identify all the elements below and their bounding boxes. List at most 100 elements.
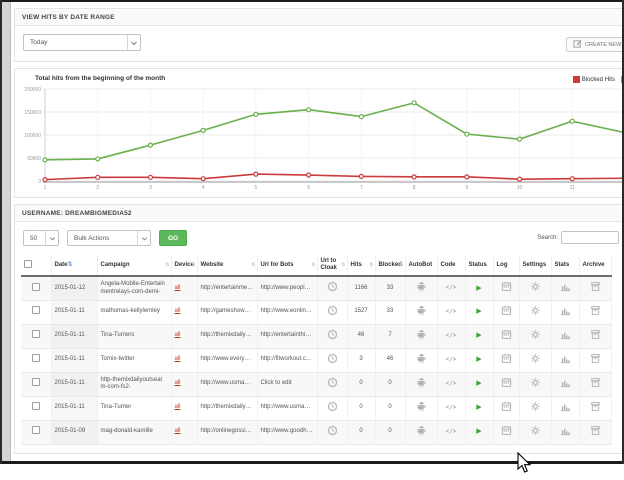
archive-box-icon[interactable] xyxy=(590,281,601,292)
gear-icon[interactable] xyxy=(530,305,541,316)
select-all-checkbox[interactable] xyxy=(24,259,32,268)
play-icon[interactable]: ▶ xyxy=(476,308,482,316)
gear-icon[interactable] xyxy=(530,329,541,340)
calendar-icon[interactable] xyxy=(501,305,512,316)
column-header-url-to-cloak[interactable]: Url to Cloak xyxy=(317,255,348,278)
row-checkbox[interactable] xyxy=(31,402,40,411)
archive-box-icon[interactable] xyxy=(590,353,601,364)
calendar-icon[interactable] xyxy=(501,329,512,340)
archive-box-icon[interactable] xyxy=(590,305,601,316)
device-link[interactable]: all xyxy=(174,428,181,435)
column-header-device[interactable]: Device xyxy=(171,255,198,278)
android-robot-icon[interactable] xyxy=(416,353,427,364)
play-icon[interactable]: ▶ xyxy=(476,284,482,292)
clock-icon[interactable] xyxy=(327,377,338,388)
code-brackets-icon[interactable]: </> xyxy=(445,379,457,387)
code-brackets-icon[interactable]: </> xyxy=(445,427,457,435)
gear-icon[interactable] xyxy=(530,401,541,412)
android-robot-icon[interactable] xyxy=(416,401,427,412)
code-brackets-icon[interactable]: </> xyxy=(445,355,457,363)
android-robot-icon[interactable] xyxy=(416,425,427,436)
calendar-icon[interactable] xyxy=(501,425,512,436)
row-checkbox[interactable] xyxy=(31,378,40,387)
calendar-icon[interactable] xyxy=(501,353,512,364)
url-for-bots-link[interactable]: http://www.people.com/ar... xyxy=(257,276,318,301)
calendar-icon[interactable] xyxy=(501,401,512,412)
url-for-bots-link[interactable]: http://www.goodhouseke... xyxy=(257,420,318,445)
play-icon[interactable]: ▶ xyxy=(476,380,482,388)
url-for-bots-link[interactable]: http://www.eonline.com/n... xyxy=(257,300,318,325)
play-icon[interactable]: ▶ xyxy=(476,428,482,436)
calendar-icon[interactable] xyxy=(501,281,512,292)
play-icon[interactable]: ▶ xyxy=(476,356,482,364)
website-link[interactable]: http://www.everydayfitnes... xyxy=(197,348,258,373)
play-icon[interactable]: ▶ xyxy=(476,404,482,412)
android-robot-icon[interactable] xyxy=(416,305,427,316)
device-link[interactable]: all xyxy=(174,332,181,339)
bulk-actions-select[interactable]: Bulk Actions xyxy=(67,230,151,246)
row-checkbox[interactable] xyxy=(31,354,40,363)
column-header-date[interactable]: Date xyxy=(51,255,98,278)
device-link[interactable]: all xyxy=(174,380,181,387)
device-link[interactable]: all xyxy=(174,284,181,291)
calendar-icon[interactable] xyxy=(501,377,512,388)
device-link[interactable]: all xyxy=(174,308,181,315)
row-checkbox[interactable] xyxy=(31,306,40,315)
gear-icon[interactable] xyxy=(530,377,541,388)
column-header-website[interactable]: Website xyxy=(197,255,258,278)
bar-chart-icon[interactable] xyxy=(560,353,571,364)
bar-chart-icon[interactable] xyxy=(560,329,571,340)
clock-icon[interactable] xyxy=(327,305,338,316)
device-link[interactable]: all xyxy=(174,356,181,363)
website-link[interactable]: http://themixdailyoutser... xyxy=(197,396,258,421)
row-checkbox[interactable] xyxy=(31,426,40,435)
url-for-bots-link[interactable]: http://fitworkout.com/ xyxy=(257,348,318,373)
website-link[interactable]: http://www.usmagazine.c... xyxy=(197,372,258,397)
android-robot-icon[interactable] xyxy=(416,329,427,340)
url-for-bots-link[interactable]: Click to edit xyxy=(257,372,318,397)
archive-box-icon[interactable] xyxy=(590,377,601,388)
create-campaign-button[interactable]: CREATE NEW CAMPAIGN xyxy=(566,37,624,52)
clock-icon[interactable] xyxy=(327,401,338,412)
gear-icon[interactable] xyxy=(530,353,541,364)
gear-icon[interactable] xyxy=(530,281,541,292)
website-link[interactable]: http://gameshownews.net xyxy=(197,300,258,325)
bar-chart-icon[interactable] xyxy=(560,425,571,436)
clock-icon[interactable] xyxy=(327,329,338,340)
row-blocked: 33 xyxy=(375,300,406,325)
column-header-hits[interactable]: Hits xyxy=(347,255,376,278)
search-input[interactable] xyxy=(561,231,619,244)
android-robot-icon[interactable] xyxy=(416,281,427,292)
clock-icon[interactable] xyxy=(327,353,338,364)
android-robot-icon[interactable] xyxy=(416,377,427,388)
code-brackets-icon[interactable]: </> xyxy=(445,307,457,315)
row-checkbox[interactable] xyxy=(31,282,40,291)
url-for-bots-link[interactable]: http://www.usmagazine.c... xyxy=(257,396,318,421)
column-header-campaign[interactable]: Campaign xyxy=(97,255,172,278)
bar-chart-icon[interactable] xyxy=(560,377,571,388)
bar-chart-icon[interactable] xyxy=(560,305,571,316)
code-brackets-icon[interactable]: </> xyxy=(445,403,457,411)
clock-icon[interactable] xyxy=(327,425,338,436)
gear-icon[interactable] xyxy=(530,425,541,436)
website-link[interactable]: http://themixdailyoutser... xyxy=(197,324,258,349)
website-link[interactable]: http://entertainmentrelays... xyxy=(197,276,258,301)
code-brackets-icon[interactable]: </> xyxy=(445,331,457,339)
column-header-url-for-bots[interactable]: Url for Bots xyxy=(257,255,318,278)
play-icon[interactable]: ▶ xyxy=(476,332,482,340)
bar-chart-icon[interactable] xyxy=(560,401,571,412)
clock-icon[interactable] xyxy=(327,281,338,292)
page-size-select[interactable]: 50 xyxy=(23,230,59,246)
archive-box-icon[interactable] xyxy=(590,401,601,412)
column-header-blocked[interactable]: Blocked xyxy=(375,255,406,278)
date-range-select[interactable]: Today xyxy=(23,34,141,51)
row-checkbox[interactable] xyxy=(31,330,40,339)
url-for-bots-link[interactable]: http://entertainthis.usatod... xyxy=(257,324,318,349)
go-button[interactable]: GO xyxy=(159,230,187,246)
code-brackets-icon[interactable]: </> xyxy=(445,284,457,292)
bar-chart-icon[interactable] xyxy=(560,281,571,292)
website-link[interactable]: http://onlinegossipchann... xyxy=(197,420,258,445)
archive-box-icon[interactable] xyxy=(590,329,601,340)
device-link[interactable]: all xyxy=(174,404,181,411)
archive-box-icon[interactable] xyxy=(590,425,601,436)
